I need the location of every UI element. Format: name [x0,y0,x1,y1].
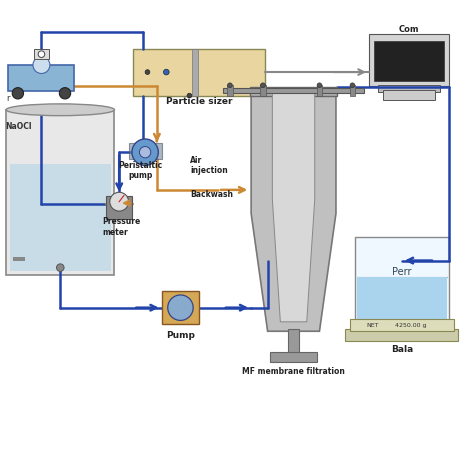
Bar [350,85,356,96]
Bar [260,85,266,96]
Bar [378,85,439,92]
Bar [192,48,198,96]
Bar [227,85,233,96]
Text: 4250.00 g: 4250.00 g [395,322,426,328]
Circle shape [168,295,193,320]
Bar [128,143,162,159]
Bar [6,110,115,275]
Circle shape [261,83,265,88]
Bar [13,257,25,261]
Bar [317,85,322,96]
Bar [374,41,444,82]
Circle shape [38,51,45,57]
Circle shape [228,83,232,88]
Circle shape [12,88,24,99]
Bar [346,329,458,341]
Circle shape [164,69,169,75]
Bar [106,196,132,219]
Polygon shape [273,93,315,322]
Circle shape [110,192,128,211]
Text: Pump: Pump [166,331,195,340]
Bar [35,49,48,59]
Bar [133,48,195,96]
Polygon shape [251,96,336,331]
Text: MF membrane filtration: MF membrane filtration [242,367,345,376]
Bar [350,319,454,331]
Bar [195,48,265,96]
Text: Air
injection: Air injection [190,156,228,175]
Text: Backwash: Backwash [190,190,233,199]
Text: NaOCl: NaOCl [5,122,32,131]
Circle shape [317,83,322,88]
Circle shape [33,56,50,73]
Bar [250,87,337,96]
Circle shape [56,264,64,272]
Text: r: r [6,94,9,103]
Bar [9,65,74,91]
Text: Pressure
meter: Pressure meter [103,217,141,237]
Ellipse shape [6,104,115,116]
Bar [355,237,449,322]
Bar [162,291,199,324]
Circle shape [59,88,71,99]
Bar [270,353,317,362]
Bar [223,88,364,93]
Circle shape [132,139,158,165]
Bar [10,164,111,271]
Bar [383,90,435,100]
Circle shape [145,70,150,74]
Text: Com: Com [399,25,419,34]
Circle shape [187,93,192,98]
Text: Bala: Bala [391,346,413,355]
Bar [288,329,299,355]
Circle shape [350,83,355,88]
Bar [357,277,447,319]
Text: NET: NET [366,322,379,328]
Text: Particle sizer: Particle sizer [166,97,233,106]
Text: Peristaltic
pump: Peristaltic pump [118,161,163,180]
Circle shape [139,146,151,158]
Bar [369,35,449,86]
Text: Perr: Perr [392,267,412,277]
